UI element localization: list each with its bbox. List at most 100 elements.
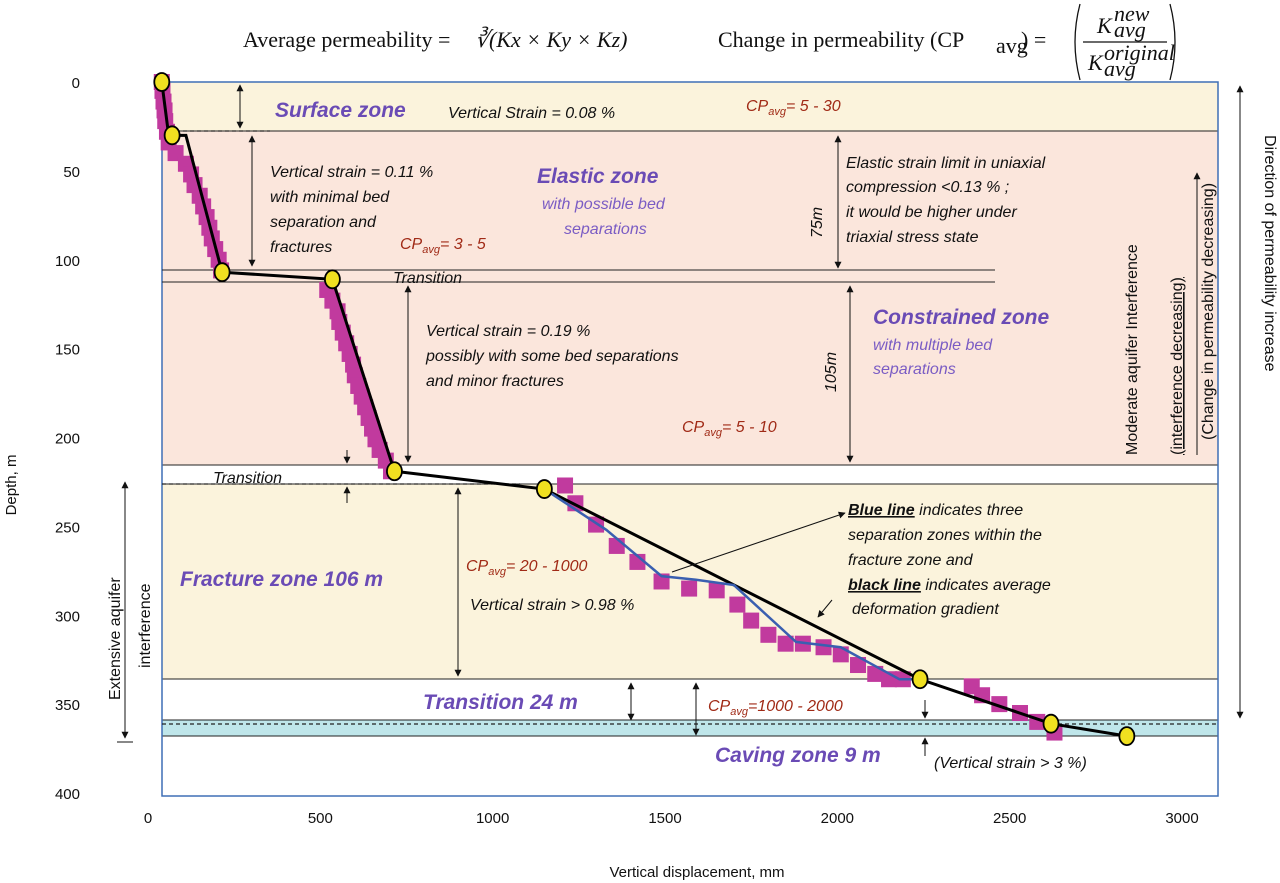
fracture-zone-band [161, 483, 1219, 680]
y-axis-label: Depth, m [3, 455, 20, 516]
y-tick-label: 250 [55, 519, 80, 536]
blue-line-note-2: separation zones within the [848, 527, 1042, 544]
constrained-zone-label: Constrained zone [873, 306, 1050, 329]
elastic-constrained-zone-band [161, 130, 1219, 466]
formula-average-expression: ∛(Kx × Ky × Kz) [475, 26, 627, 52]
cp-transition-value: =1000 - 2000 [748, 698, 843, 715]
elastic-limit-line2: compression <0.13 % ; [846, 179, 1009, 196]
black-line-note-bold: black line [848, 577, 921, 594]
extensive-interference-label-2: interference [137, 583, 154, 668]
key-point-marker [153, 72, 171, 92]
y-tick-label: 150 [55, 342, 80, 359]
elastic-zone-sub1: with possible bed [542, 196, 666, 213]
elastic-limit-line3: it would be higher under [846, 204, 1017, 221]
elastic-strain-line4: fractures [270, 239, 332, 256]
elastic-strain-line1: Vertical strain = 0.11 % [270, 164, 433, 181]
data-point-marker [777, 635, 794, 652]
key-points [153, 72, 1136, 747]
black-line-note-1: black line indicates average [848, 577, 1051, 594]
data-point-marker [729, 596, 746, 613]
constrained-strain-line1: Vertical strain = 0.19 % [426, 323, 590, 340]
extensive-interference-label-1: Extensive aquifer [107, 577, 124, 700]
elastic-strain-line2: with minimal bed [270, 189, 390, 206]
cp-elastic-sub: avg [422, 244, 441, 256]
change-permeability-label: (Change in permeability decreasing) [1200, 183, 1217, 440]
dimension-arrows [117, 84, 1244, 756]
elastic-zone-label: Elastic zone [537, 165, 659, 188]
formula-change-tail: ) = [1021, 27, 1046, 52]
x-tick-label: 3000 [1165, 810, 1198, 827]
formula-numerator: K [1096, 13, 1113, 38]
key-point-marker [1042, 713, 1060, 734]
blue-line-note-bold: Blue line [848, 502, 915, 519]
formula-numerator-sup: new [1114, 1, 1150, 26]
dim-75m-label: 75m [809, 207, 826, 238]
data-point-marker [815, 639, 832, 656]
surface-strain-note: Vertical Strain = 0.08 % [448, 105, 615, 122]
cp-fracture-prefix: CP [466, 558, 489, 575]
measured-points [153, 74, 1063, 741]
cp-transition: CPavg=1000 - 2000 [708, 698, 843, 718]
direction-permeability-label: Direction of permeability increase [1261, 135, 1278, 372]
cp-elastic: CPavg= 3 - 5 [400, 236, 486, 256]
data-point-marker [850, 657, 867, 674]
x-axis-label: Vertical displacement, mm [609, 864, 784, 881]
constrained-zone-sub1: with multiple bed [873, 337, 993, 354]
blue-line-note-3: fracture zone and [848, 552, 974, 569]
key-point-marker [386, 461, 403, 482]
key-point-marker [163, 125, 181, 146]
formula-numerator-sub: avg [1114, 17, 1146, 42]
formula-parentheses [1074, 3, 1176, 81]
constrained-zone-sub2: separations [873, 361, 956, 378]
moderate-interference-label-2: (interference decreasing) [1169, 277, 1186, 455]
cp-constrained: CPavg= 5 - 10 [682, 419, 777, 439]
key-point-marker [213, 262, 231, 283]
fracture-strain-note: Vertical strain > 0.98 % [470, 597, 634, 614]
transition-small-label-2: Transition [213, 470, 282, 487]
y-tick-label: 200 [55, 431, 80, 448]
formula-denominator-sub: avg [1104, 56, 1136, 81]
fracture-zone-label: Fracture zone 106 m [180, 568, 383, 591]
surface-zone-label: Surface zone [275, 99, 406, 122]
elastic-limit-line1: Elastic strain limit in uniaxial [846, 155, 1046, 172]
x-tick-label: 0 [144, 810, 152, 827]
cp-fracture: CPavg= 20 - 1000 [466, 558, 587, 578]
data-point-marker [608, 537, 625, 554]
cp-constrained-prefix: CP [682, 419, 705, 436]
surface-zone-band [161, 81, 1219, 132]
y-axis-ticks: 0 50 100 150 200 250 300 350 400 [55, 75, 80, 803]
blue-note-pointer [671, 511, 846, 573]
cp-elastic-prefix: CP [400, 236, 423, 253]
cp-fracture-sub: avg [488, 566, 507, 578]
transition24-zone-label: Transition 24 m [423, 691, 578, 714]
key-point-marker [911, 669, 929, 690]
key-point-marker [323, 269, 341, 290]
separation-blue-line [543, 488, 921, 681]
formula-change-label: Change in permeability (CP [718, 27, 964, 52]
x-tick-label: 1500 [648, 810, 681, 827]
data-point-marker [708, 582, 725, 599]
cp-labels: CPavg= 5 - 30 CPavg= 3 - 5 CPavg= 5 - 10… [400, 98, 843, 718]
data-point-marker [832, 646, 849, 663]
elastic-limit-line4: triaxial stress state [846, 229, 979, 246]
x-tick-label: 1000 [476, 810, 509, 827]
constrained-strain-line2: possibly with some bed separations [425, 348, 679, 365]
cp-surface-value: = 5 - 30 [786, 98, 841, 115]
data-point-marker [557, 477, 574, 494]
cp-transition-sub: avg [730, 706, 749, 718]
moderate-interference-label-1: Moderate aquifer Interference [1124, 244, 1141, 455]
data-point-marker [760, 626, 777, 643]
x-tick-label: 2000 [821, 810, 854, 827]
formula-denominator-sup: original [1104, 40, 1175, 65]
y-tick-label: 350 [55, 697, 80, 714]
cp-fracture-value: = 20 - 1000 [506, 558, 588, 575]
cp-constrained-value: = 5 - 10 [722, 419, 777, 436]
data-point-marker [867, 665, 884, 682]
y-tick-label: 100 [55, 253, 80, 270]
formula-denominator: K [1087, 50, 1104, 75]
plot-frame [161, 81, 1219, 797]
transition-small-label-1: Transition [393, 270, 462, 287]
cp-constrained-sub: avg [704, 427, 723, 439]
black-note-pointer [817, 599, 833, 618]
